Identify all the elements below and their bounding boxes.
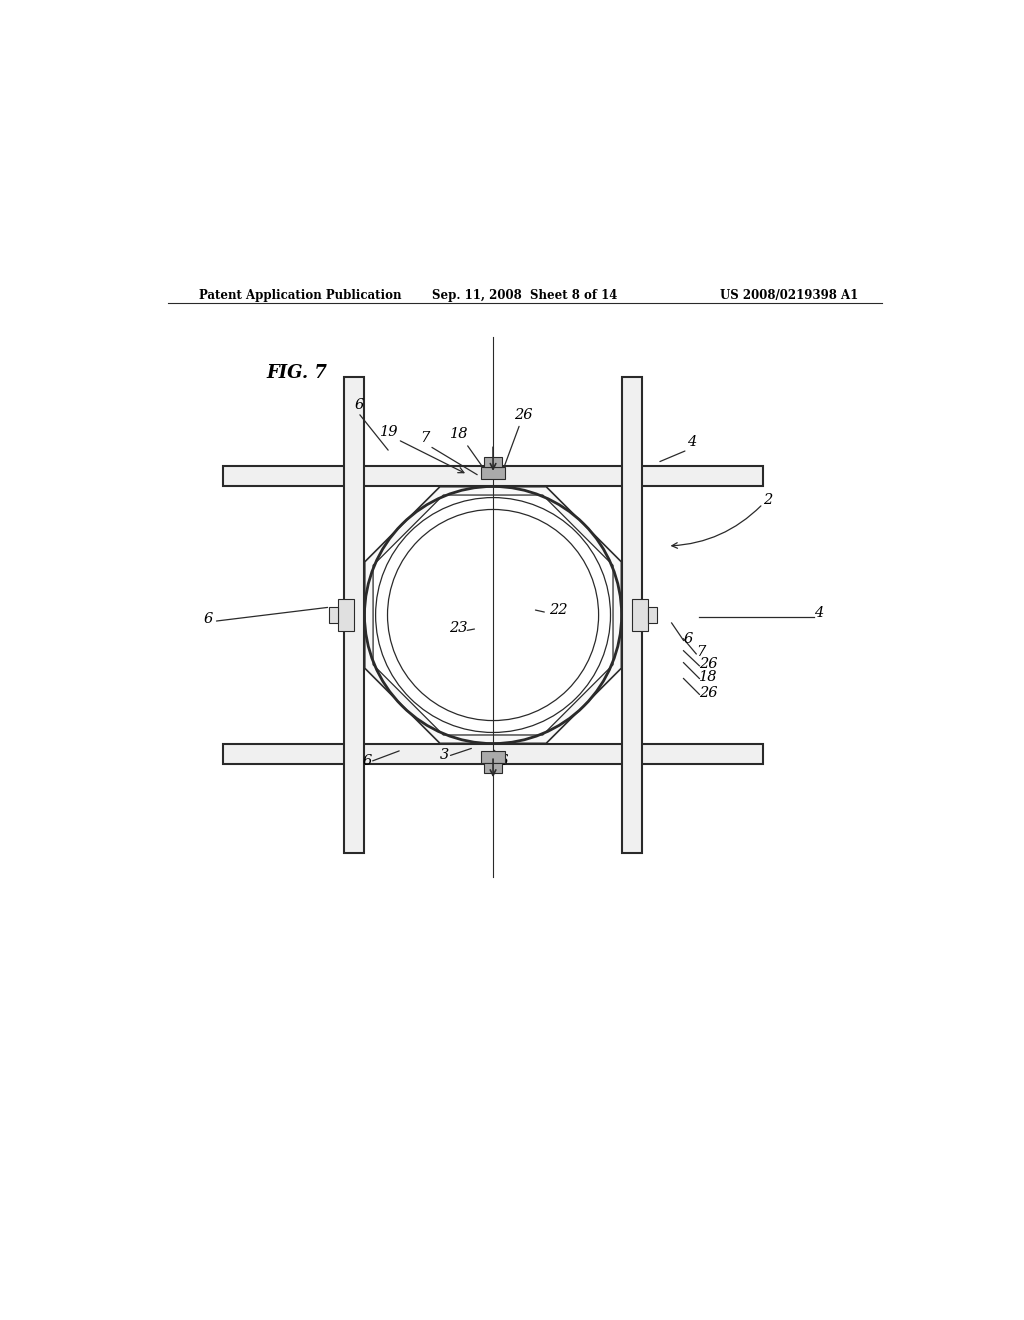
Bar (484, 457, 502, 466)
Text: 4: 4 (814, 606, 823, 620)
Text: 23: 23 (450, 622, 468, 635)
Text: 6: 6 (684, 632, 693, 645)
Polygon shape (373, 495, 613, 735)
Text: 7: 7 (420, 432, 429, 445)
Text: 26: 26 (699, 657, 718, 671)
Text: 3: 3 (440, 748, 450, 763)
Text: 6: 6 (204, 612, 213, 626)
Bar (329, 607, 338, 623)
Text: 6: 6 (354, 397, 364, 412)
Text: 2: 2 (763, 492, 772, 507)
Text: 26: 26 (699, 686, 718, 700)
Text: 18: 18 (451, 428, 469, 441)
Bar (484, 763, 502, 774)
Bar (648, 607, 657, 623)
Bar (632, 599, 648, 631)
Text: 16: 16 (490, 754, 509, 768)
Bar (481, 751, 505, 763)
Text: 26: 26 (514, 408, 532, 422)
Text: Patent Application Publication: Patent Application Publication (200, 289, 402, 302)
Bar (223, 466, 763, 487)
Text: Sep. 11, 2008  Sheet 8 of 14: Sep. 11, 2008 Sheet 8 of 14 (432, 289, 617, 302)
Bar (481, 466, 505, 479)
Bar (223, 743, 763, 764)
Text: FIG. 7: FIG. 7 (267, 364, 328, 381)
Polygon shape (365, 487, 622, 743)
Text: US 2008/0219398 A1: US 2008/0219398 A1 (720, 289, 858, 302)
Text: 4: 4 (687, 436, 696, 449)
Bar (344, 378, 365, 853)
Text: 19: 19 (380, 425, 399, 440)
Text: 7: 7 (696, 645, 706, 659)
Text: 22: 22 (549, 603, 567, 618)
Text: 18: 18 (699, 669, 718, 684)
Text: 6: 6 (362, 754, 372, 768)
Bar (622, 378, 642, 853)
Bar (338, 599, 354, 631)
